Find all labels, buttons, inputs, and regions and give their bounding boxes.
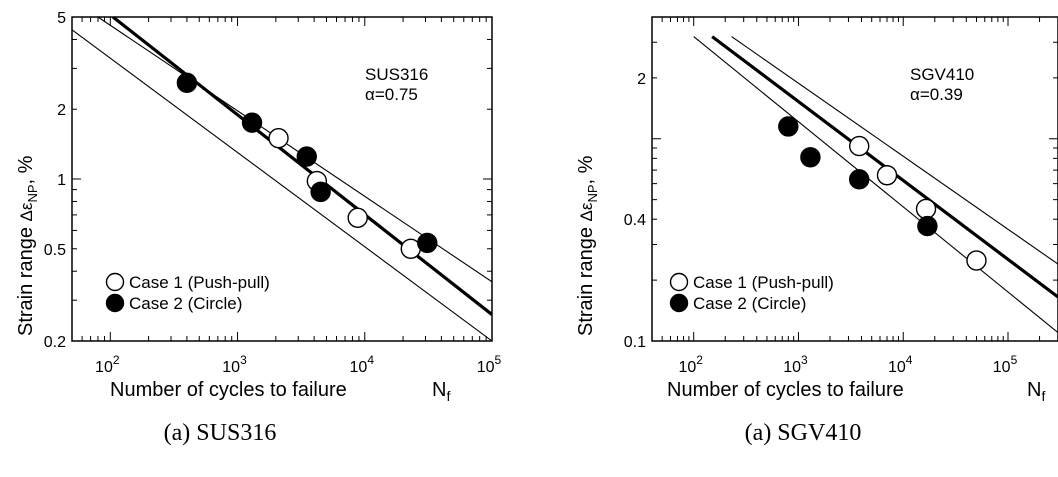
scatter-band-line [693, 36, 1058, 334]
material-annotation: α=0.39 [910, 85, 963, 104]
x-tick-label: 102 [678, 353, 703, 376]
data-point-case2 [241, 112, 263, 133]
y-tick-label: 2 [637, 71, 646, 88]
y-tick-label: 0.5 [44, 242, 66, 259]
figure-caption: (a) SUS316 [164, 420, 277, 446]
legend-label: Case 1 (Push-pull) [129, 273, 270, 292]
legend-marker [105, 293, 125, 313]
legend-label: Case 1 (Push-pull) [693, 273, 834, 292]
data-point-case1 [347, 207, 368, 229]
material-annotation: α=0.75 [365, 85, 418, 104]
x-tick-label: 104 [350, 353, 375, 376]
data-point-case1 [268, 127, 289, 149]
x-axis-symbol: Nf [432, 379, 450, 404]
y-tick-label: 2 [57, 102, 66, 119]
chart-panel-1: 102 103 104 105 0.2 0.5 1 2 5 Case 1 (Push-pull) C… [15, 10, 502, 446]
x-tick-label: 104 [888, 353, 913, 376]
data-point-case1 [915, 198, 937, 220]
data-point-case1 [849, 135, 870, 157]
data-point-case2 [310, 181, 331, 203]
y-tick-label: 0.2 [44, 334, 66, 351]
scatter-band-line [731, 36, 1058, 265]
data-point-case2 [296, 146, 317, 167]
plot-frame [651, 16, 1058, 342]
data-point-case2 [417, 232, 438, 254]
chart-panel-2: 102 103 104 105 0.1 0.4 2 Case 1 (Push-pull) Cas… [575, 16, 1058, 446]
data-point-case2 [917, 215, 938, 237]
scatter-band-line [72, 29, 492, 341]
x-tick-label: 103 [222, 353, 247, 376]
data-point-case2 [778, 116, 799, 137]
legend-marker [669, 293, 689, 313]
x-tick-label: 105 [993, 353, 1018, 376]
legend-label: Case 2 (Circle) [693, 294, 806, 313]
y-tick-label: 0.1 [624, 334, 646, 351]
x-axis-symbol: Nf [1027, 379, 1045, 404]
x-axis-label: Number of cycles to failure [667, 379, 904, 401]
figure-caption: (a) SGV410 [745, 420, 862, 446]
x-tick-label: 102 [95, 353, 120, 376]
material-annotation: SGV410 [910, 65, 974, 84]
x-tick-label: 103 [783, 353, 808, 376]
material-annotation: SUS316 [365, 65, 428, 84]
data-point-case2 [849, 169, 870, 190]
y-tick-label: 5 [57, 10, 66, 27]
data-point-case1 [876, 165, 898, 186]
data-point-case1 [966, 250, 987, 271]
legend-marker [105, 272, 125, 292]
fit-lines [72, 17, 492, 341]
y-axis-label: Strain range ΔεNP, % [15, 155, 40, 336]
data-point-case2 [800, 147, 821, 168]
y-tick-label: 1 [57, 172, 66, 189]
x-axis-label: Number of cycles to failure [110, 379, 347, 401]
legend-label: Case 2 (Circle) [129, 294, 242, 313]
data-point-case2 [176, 72, 198, 94]
y-tick-label: 0.4 [624, 212, 646, 229]
plot-frame [71, 16, 493, 342]
legend-marker [669, 272, 689, 292]
y-axis-label: Strain range ΔεNP, % [575, 155, 600, 336]
x-tick-label: 105 [477, 353, 502, 376]
